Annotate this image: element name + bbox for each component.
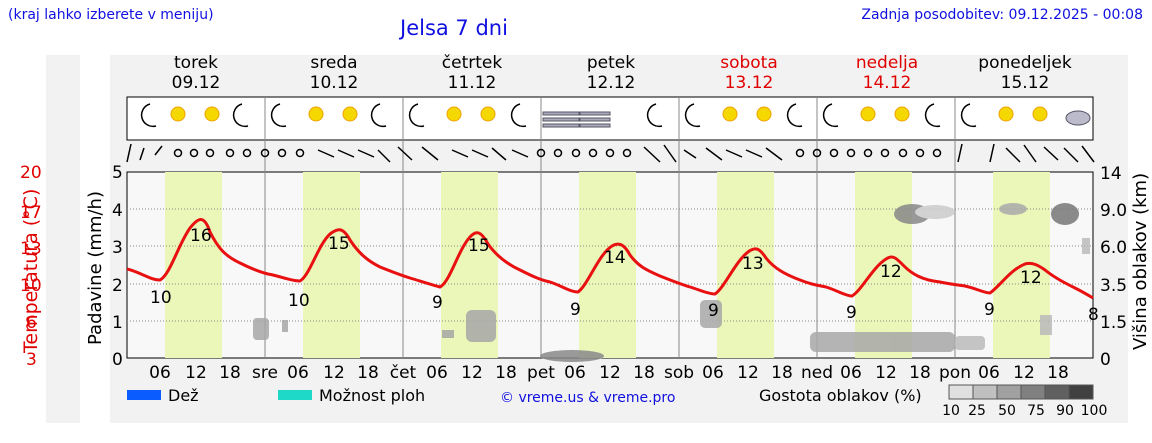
svg-text:18: 18 xyxy=(633,363,655,383)
svg-text:14: 14 xyxy=(1100,164,1122,184)
svg-text:čet: čet xyxy=(390,363,417,383)
credit: © vreme.us & vreme.pro xyxy=(500,390,675,406)
svg-text:12: 12 xyxy=(323,363,345,383)
svg-text:16: 16 xyxy=(190,226,212,246)
svg-text:06: 06 xyxy=(287,363,309,383)
svg-text:2: 2 xyxy=(112,276,123,296)
svg-text:9: 9 xyxy=(570,300,581,320)
svg-text:17: 17 xyxy=(20,203,42,223)
cloud-cover xyxy=(253,203,1090,362)
day-header-2: četrtek 11.12 xyxy=(441,53,503,93)
svg-text:12: 12 xyxy=(599,363,621,383)
svg-text:pon: pon xyxy=(939,363,971,383)
daylight-bands xyxy=(165,172,1050,358)
storm-legend-label: Možnost ploh xyxy=(319,386,425,405)
svg-text:12: 12 xyxy=(737,363,759,383)
precip-axis-ticks: 5 4 3 2 1 0 xyxy=(112,163,123,370)
svg-text:18: 18 xyxy=(357,363,379,383)
precip-axis-label: Padavine (mm/h) xyxy=(85,191,106,345)
svg-text:90: 90 xyxy=(1056,403,1074,419)
svg-text:12: 12 xyxy=(461,363,483,383)
svg-text:18: 18 xyxy=(909,363,931,383)
svg-text:15: 15 xyxy=(468,236,490,256)
day-header-4: sobota 13.12 xyxy=(720,53,778,93)
last-updated: Zadnja posodobitev: 09.12.2025 - 00:08 xyxy=(861,7,1143,23)
svg-text:100: 100 xyxy=(1081,403,1108,419)
storm-swatch xyxy=(278,390,312,400)
cloud-height-axis-label: Višina oblakov (km) xyxy=(1130,173,1151,350)
svg-text:12: 12 xyxy=(880,262,902,282)
svg-text:14: 14 xyxy=(604,248,626,268)
weather-icons xyxy=(140,103,1091,128)
svg-text:12: 12 xyxy=(875,363,897,383)
svg-text:9: 9 xyxy=(984,300,995,320)
temp-axis-label: Temperatura (°C) xyxy=(20,189,42,354)
svg-text:ned: ned xyxy=(801,363,833,383)
svg-text:sre: sre xyxy=(252,363,278,383)
svg-text:10: 10 xyxy=(20,276,42,296)
svg-text:06: 06 xyxy=(149,363,171,383)
svg-text:18: 18 xyxy=(219,363,241,383)
day-header-5: nedelja 14.12 xyxy=(855,53,919,93)
svg-text:6: 6 xyxy=(26,313,37,333)
svg-text:3: 3 xyxy=(112,238,123,258)
svg-text:06: 06 xyxy=(702,363,724,383)
svg-text:3.5: 3.5 xyxy=(1100,276,1127,296)
svg-text:18: 18 xyxy=(495,363,517,383)
rain-swatch xyxy=(127,390,161,400)
rain-legend-label: Dež xyxy=(168,386,199,405)
svg-text:06: 06 xyxy=(564,363,586,383)
svg-text:10: 10 xyxy=(288,291,310,311)
svg-text:9.0: 9.0 xyxy=(1100,201,1127,221)
svg-text:18: 18 xyxy=(771,363,793,383)
temperature-line xyxy=(126,218,1094,300)
svg-text:75: 75 xyxy=(1027,403,1045,419)
svg-text:10: 10 xyxy=(150,288,172,308)
svg-text:12: 12 xyxy=(1020,268,1042,288)
cloud-height-axis-ticks: 14 9.0 6.0 3.5 1.5 0 xyxy=(1100,164,1127,370)
day-header-6: ponedeljek 15.12 xyxy=(978,53,1072,93)
svg-text:06: 06 xyxy=(978,363,1000,383)
day-header-1: sreda 10.12 xyxy=(309,53,359,93)
svg-text:6.0: 6.0 xyxy=(1100,238,1127,258)
svg-text:06: 06 xyxy=(426,363,448,383)
page-title: Jelsa 7 dni xyxy=(400,16,508,40)
svg-text:15: 15 xyxy=(328,234,350,254)
svg-text:1: 1 xyxy=(112,313,123,333)
svg-text:1.5: 1.5 xyxy=(1100,313,1127,333)
cloud-density-scale xyxy=(948,384,1094,400)
svg-text:18: 18 xyxy=(1047,363,1069,383)
temp-labels: 10 16 10 15 9 15 9 14 9 13 9 12 9 12 8 xyxy=(150,226,1099,325)
svg-text:50: 50 xyxy=(998,403,1016,419)
svg-text:12: 12 xyxy=(185,363,207,383)
x-axis-ticks: 06 12 18 sre 06 12 18 čet 06 12 18 pet 0… xyxy=(149,363,1069,383)
cloud-density-label: Gostota oblakov (%) xyxy=(759,386,922,405)
svg-text:20: 20 xyxy=(20,163,42,183)
svg-text:25: 25 xyxy=(968,403,986,419)
left-axis-band xyxy=(46,55,80,423)
svg-text:pet: pet xyxy=(527,363,555,383)
svg-text:0: 0 xyxy=(112,350,123,370)
svg-text:3: 3 xyxy=(26,350,37,370)
temp-axis-ticks: 20 17 13 10 6 3 xyxy=(20,163,42,370)
svg-text:4: 4 xyxy=(112,201,123,221)
svg-text:9: 9 xyxy=(846,303,857,323)
svg-text:13: 13 xyxy=(20,239,42,259)
svg-text:sob: sob xyxy=(664,363,694,383)
svg-text:12: 12 xyxy=(1013,363,1035,383)
day-header-0: torek 09.12 xyxy=(171,53,221,93)
location-hint: (kraj lahko izberete v meniju) xyxy=(8,7,214,23)
svg-text:9: 9 xyxy=(708,301,719,321)
day-header-3: petek 12.12 xyxy=(586,53,636,93)
svg-text:8: 8 xyxy=(1088,305,1099,325)
svg-text:06: 06 xyxy=(840,363,862,383)
svg-text:0: 0 xyxy=(1100,350,1111,370)
svg-text:5: 5 xyxy=(112,163,123,183)
svg-text:13: 13 xyxy=(742,254,764,274)
cloud-density-ticks: 10 25 50 75 90 100 xyxy=(942,403,1107,419)
svg-text:9: 9 xyxy=(432,293,443,313)
svg-text:10: 10 xyxy=(942,403,960,419)
wind-row xyxy=(126,143,1095,163)
